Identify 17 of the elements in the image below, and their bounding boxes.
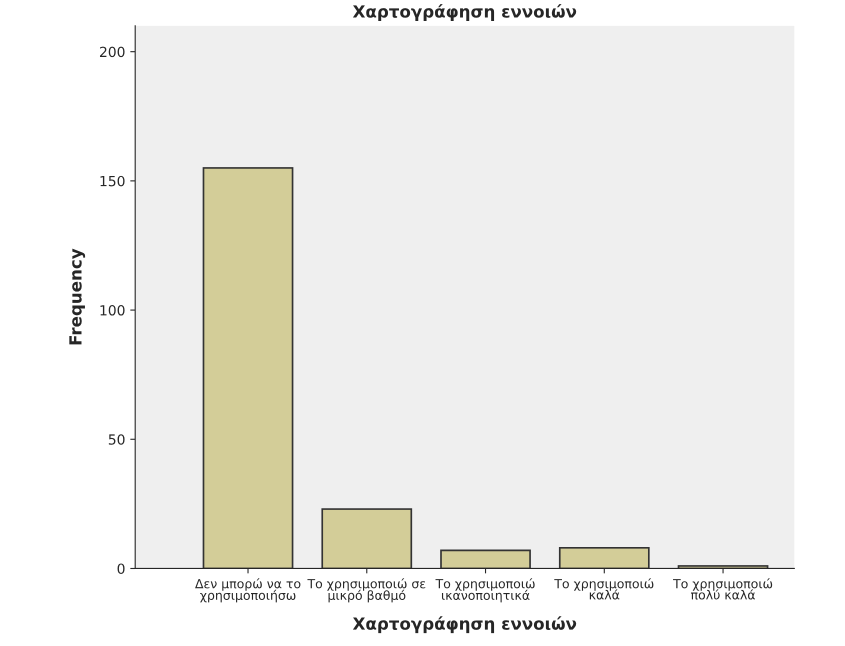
- y-tick-label: 0: [118, 563, 125, 574]
- y-tick-label: 150: [100, 176, 125, 186]
- bar: [440, 550, 531, 568]
- x-tick-label: Το χρησιμοποιώ ικανοποιητικά: [436, 578, 535, 602]
- y-axis-title: Frequency: [69, 248, 86, 344]
- chart-title: Χαρτογράφηση εννοιών: [352, 4, 576, 21]
- x-tick-label: Το χρησιμοποιώ σε μικρό βαθμό: [307, 578, 426, 602]
- y-tick-label: 100: [100, 305, 125, 316]
- y-tick-label: 200: [100, 46, 125, 58]
- y-tick-label: 50: [108, 434, 125, 445]
- bar: [202, 167, 294, 568]
- bar: [558, 546, 650, 568]
- x-tick-label: Το χρησιμοποιώ πολύ καλά: [673, 578, 772, 600]
- x-tick-label: Δεν μπορώ να το χρησιμοποιήσω: [195, 578, 300, 602]
- x-axis-title: Χαρτογράφηση εννοιών: [352, 616, 576, 634]
- x-tick-label: Το χρησιμοποιώ καλά: [554, 578, 654, 600]
- bar: [321, 508, 412, 568]
